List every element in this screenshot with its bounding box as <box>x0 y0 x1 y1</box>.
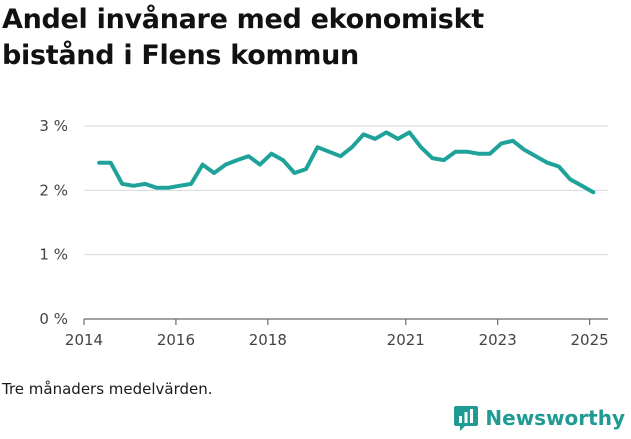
x-tick-label: 2025 <box>571 331 609 349</box>
newsworthy-logo-icon <box>454 406 479 431</box>
chart-title-line-2: bistånd i Flens kommun <box>2 40 359 71</box>
x-tick-label: 2021 <box>387 331 425 349</box>
chart-title: Andel invånare med ekonomiskt bistånd i … <box>2 2 622 74</box>
brand-name: Newsworthy <box>485 406 625 430</box>
axis-layer: 0 % 1 % 2 % 3 % 2014 2016 2018 2021 2023 2025 <box>39 117 608 349</box>
series-line <box>97 130 596 195</box>
chart-title-line-1: Andel invånare med ekonomiskt <box>2 4 484 35</box>
grid-layer <box>84 125 608 256</box>
footnote: Tre månaders medelvärden. <box>2 380 213 398</box>
x-tick-label: 2018 <box>249 331 287 349</box>
y-tick-label: 3 % <box>39 117 68 135</box>
series-layer <box>97 130 596 195</box>
x-tick-label: 2014 <box>65 331 103 349</box>
y-tick-label: 1 % <box>39 246 68 264</box>
y-tick-label: 2 % <box>39 181 68 199</box>
brand-logo[interactable]: Newsworthy <box>453 403 625 433</box>
x-tick-label: 2016 <box>157 331 195 349</box>
x-tick-label: 2023 <box>479 331 517 349</box>
y-tick-label: 0 % <box>39 310 68 328</box>
